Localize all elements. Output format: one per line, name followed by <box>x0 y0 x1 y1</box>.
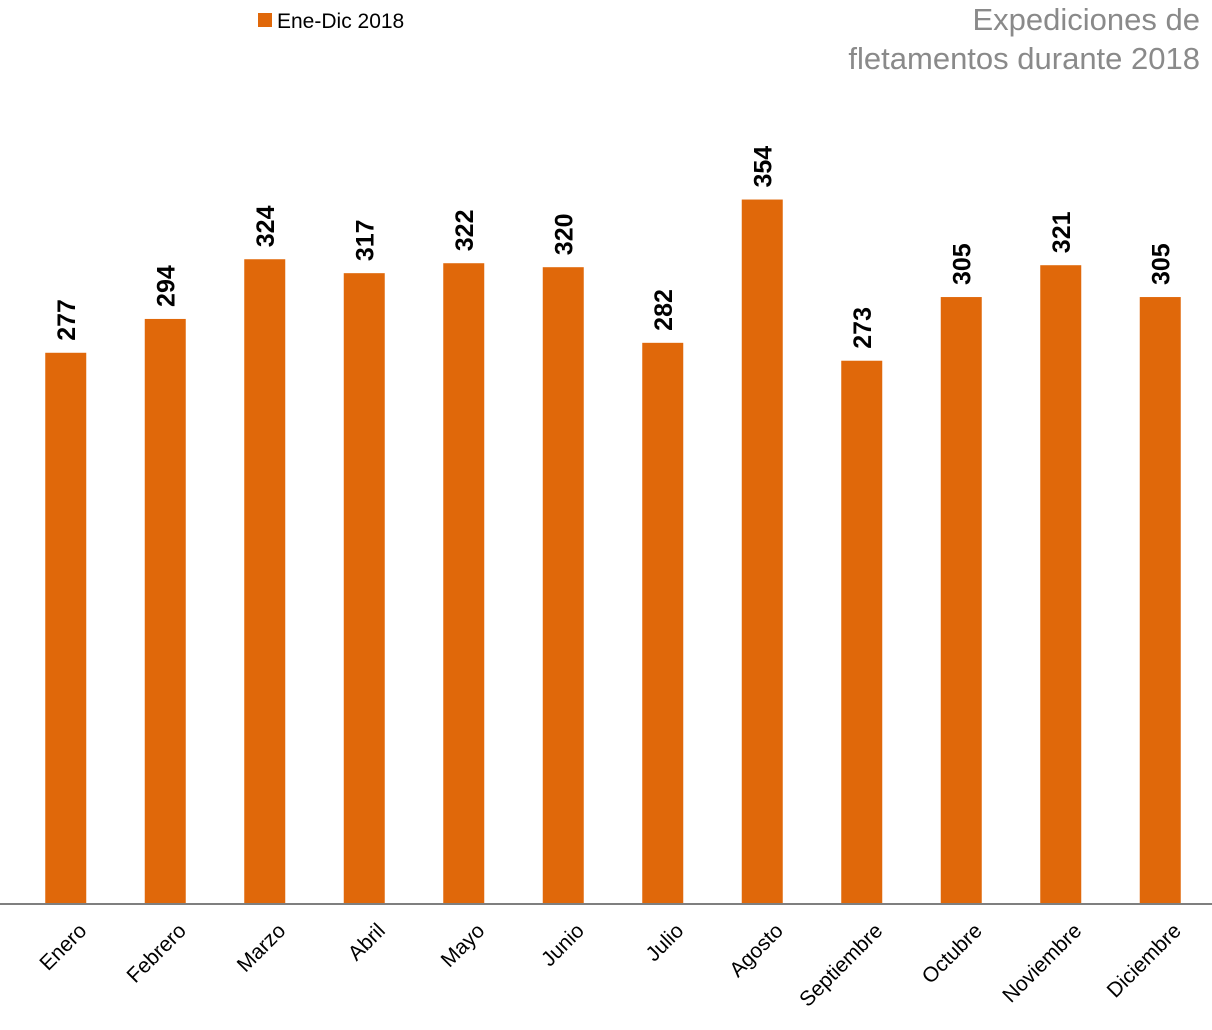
x-tick-label-mayo: Mayo <box>437 919 490 972</box>
x-tick-label-junio: Junio <box>537 919 589 971</box>
x-tick-label-diciembre: Diciembre <box>1103 919 1186 1002</box>
chart-title-line-2: fletamentos durante 2018 <box>848 41 1200 76</box>
x-tick-label-abril: Abril <box>344 919 390 965</box>
bar-febrero <box>144 318 186 904</box>
x-tick-label-julio: Julio <box>641 919 688 966</box>
bar-abril <box>343 273 385 904</box>
bar-agosto <box>741 199 783 905</box>
x-tick-label-febrero: Febrero <box>123 919 191 987</box>
legend-swatch <box>258 13 272 27</box>
data-label-noviembre: 321 <box>1048 211 1076 253</box>
bar-junio <box>542 267 584 904</box>
bar-octubre <box>940 297 982 904</box>
bar-diciembre <box>1139 297 1181 904</box>
chart-title-line-1: Expediciones de <box>972 2 1201 37</box>
data-label-octubre: 305 <box>948 243 976 285</box>
data-label-febrero: 294 <box>152 265 180 307</box>
x-tick-label-noviembre: Noviembre <box>998 919 1086 1007</box>
bars-group <box>45 199 1181 905</box>
data-label-septiembre: 273 <box>849 307 877 349</box>
chart-title: Expediciones de fletamentos durante 2018 <box>848 0 1200 78</box>
bar-septiembre <box>841 360 883 905</box>
x-tick-label-octubre: Octubre <box>918 919 987 988</box>
data-label-junio: 320 <box>550 213 578 255</box>
x-tick-label-septiembre: Septiembre <box>795 919 887 1011</box>
bar-noviembre <box>1040 265 1082 905</box>
bar-marzo <box>244 259 286 904</box>
data-label-abril: 317 <box>351 219 379 261</box>
legend-label: Ene-Dic 2018 <box>277 10 404 33</box>
data-label-diciembre: 305 <box>1147 243 1175 285</box>
x-tick-label-enero: Enero <box>35 919 91 975</box>
data-label-agosto: 354 <box>749 146 777 188</box>
x-tick-label-agosto: Agosto <box>725 919 788 982</box>
bar-julio <box>642 342 684 904</box>
bar-mayo <box>443 263 485 905</box>
x-tick-labels-group: Enero Febrero Marzo Abril Mayo Junio Julio Agos… <box>35 919 1185 1011</box>
data-label-marzo: 324 <box>252 205 280 247</box>
legend: Ene-Dic 2018 <box>258 10 404 33</box>
data-label-enero: 277 <box>53 299 81 341</box>
data-label-julio: 282 <box>650 289 678 331</box>
x-tick-label-marzo: Marzo <box>233 919 291 977</box>
bar-enero <box>45 352 87 904</box>
data-label-mayo: 322 <box>451 210 479 252</box>
data-labels-group: 277 294 324 317 322 320 282 354 273 305 321 305 <box>53 146 1176 349</box>
